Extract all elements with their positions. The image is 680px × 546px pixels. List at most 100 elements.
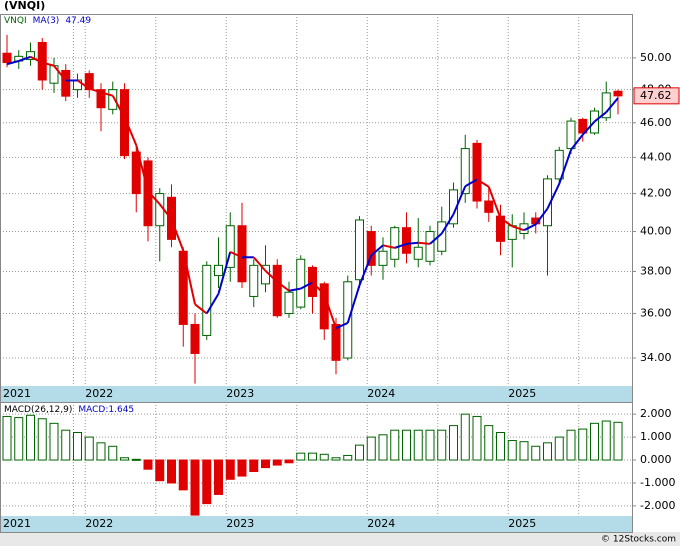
ma-line xyxy=(346,285,361,324)
ma-line xyxy=(534,207,549,225)
ma-line xyxy=(382,244,395,249)
macd-bar xyxy=(402,429,411,461)
ma-line xyxy=(123,116,138,146)
candle-body xyxy=(284,291,294,315)
ma-line xyxy=(440,213,455,235)
y-tick-label: 50.00 xyxy=(640,51,672,64)
macd-bar xyxy=(296,452,306,461)
ma-line xyxy=(429,232,443,245)
macd-bar xyxy=(531,445,541,461)
ma-line xyxy=(358,254,373,286)
y-tick-label: 46.00 xyxy=(640,116,672,129)
candle-body xyxy=(308,266,317,297)
legend-entry: MACD: xyxy=(78,405,108,415)
candle-body xyxy=(237,225,247,283)
macd-bar xyxy=(225,459,235,480)
candle-body xyxy=(120,89,129,157)
ma-line xyxy=(100,91,114,97)
macd-bar xyxy=(308,452,317,461)
watermark: © 12Stocks.com xyxy=(601,535,676,545)
frame xyxy=(0,402,633,533)
macd-bar xyxy=(178,459,188,491)
ma-line xyxy=(276,280,290,292)
macd-bar xyxy=(237,459,247,477)
candle-body xyxy=(249,264,259,297)
macd-bar xyxy=(26,414,35,461)
ma-line xyxy=(30,55,43,64)
ma-line xyxy=(464,178,478,188)
candle-body xyxy=(26,51,35,60)
ma-line xyxy=(335,321,349,330)
ma-line xyxy=(229,250,243,259)
candle-body xyxy=(613,90,623,97)
macd-bar xyxy=(460,413,470,461)
macd-bar xyxy=(73,432,82,461)
ma-line xyxy=(593,111,607,123)
ma-line xyxy=(605,97,619,113)
x-tick-label: 2023 xyxy=(226,387,254,400)
macd-bar xyxy=(96,442,106,461)
ma-line xyxy=(323,294,337,329)
macd-bar xyxy=(319,453,329,461)
macd-bar xyxy=(554,436,564,461)
ma-line xyxy=(217,251,232,294)
macd-bar xyxy=(331,457,341,461)
macd-bar xyxy=(284,459,294,464)
candle-body xyxy=(296,258,306,308)
candle-body xyxy=(214,264,223,277)
macd-bar xyxy=(378,434,388,461)
macd-bar xyxy=(496,432,505,461)
candle-body xyxy=(84,73,94,91)
candle-body xyxy=(578,118,588,134)
macd-bar xyxy=(202,459,212,505)
macd-bar xyxy=(366,436,376,461)
chart-title: (VNQI) xyxy=(4,0,45,12)
candle-body xyxy=(402,227,411,254)
candle-body xyxy=(460,148,470,195)
macd-bar xyxy=(613,421,623,461)
ma-line xyxy=(158,203,173,220)
ma-line xyxy=(53,65,67,82)
macd-bar xyxy=(449,425,458,461)
y-tick-label: 38.00 xyxy=(640,264,672,277)
macd-bar xyxy=(472,415,482,461)
candle-body xyxy=(131,151,141,195)
legend-value: 1.645 xyxy=(108,405,134,415)
last-price-box xyxy=(633,87,680,105)
macd-bar xyxy=(143,459,153,470)
candle-body xyxy=(566,120,576,150)
macd-bar xyxy=(390,429,400,461)
ma-line xyxy=(111,95,126,118)
macd-bar xyxy=(14,417,24,461)
ma-line xyxy=(523,223,537,232)
macd-bar xyxy=(131,458,141,461)
macd-bar xyxy=(601,420,611,461)
ma-line xyxy=(182,250,196,305)
macd-bar xyxy=(425,429,435,461)
macd-bar xyxy=(84,436,94,461)
ma-line xyxy=(499,217,513,228)
year-strip xyxy=(0,516,632,532)
ma-line xyxy=(418,241,431,245)
plot: 2021 2022 2023 2024 2025 34.00 36.00 38.00 40.00… xyxy=(0,14,680,530)
macd-bar xyxy=(343,454,353,461)
legend-value: 47.49 xyxy=(65,16,91,26)
macd-bar xyxy=(120,457,129,461)
candle-body xyxy=(472,142,482,202)
legend-entry: MA(3) xyxy=(33,16,60,26)
x-tick-label: 2021 xyxy=(3,387,31,400)
ma-line xyxy=(205,293,220,315)
legend: MACD(26,12,9) MACD:1.645 xyxy=(4,405,134,415)
ma-line xyxy=(511,225,525,232)
macd-bar xyxy=(261,459,270,469)
x-tick-label: 2025 xyxy=(508,517,536,530)
legend-entry: VNQI xyxy=(4,16,27,26)
candle-body xyxy=(155,193,165,227)
macd-bar xyxy=(37,418,47,461)
x-tick-label: 2022 xyxy=(85,517,113,530)
candle-body xyxy=(378,250,388,266)
macd-bar xyxy=(2,415,12,461)
ma-line xyxy=(370,244,384,257)
macd-bar xyxy=(155,459,165,482)
